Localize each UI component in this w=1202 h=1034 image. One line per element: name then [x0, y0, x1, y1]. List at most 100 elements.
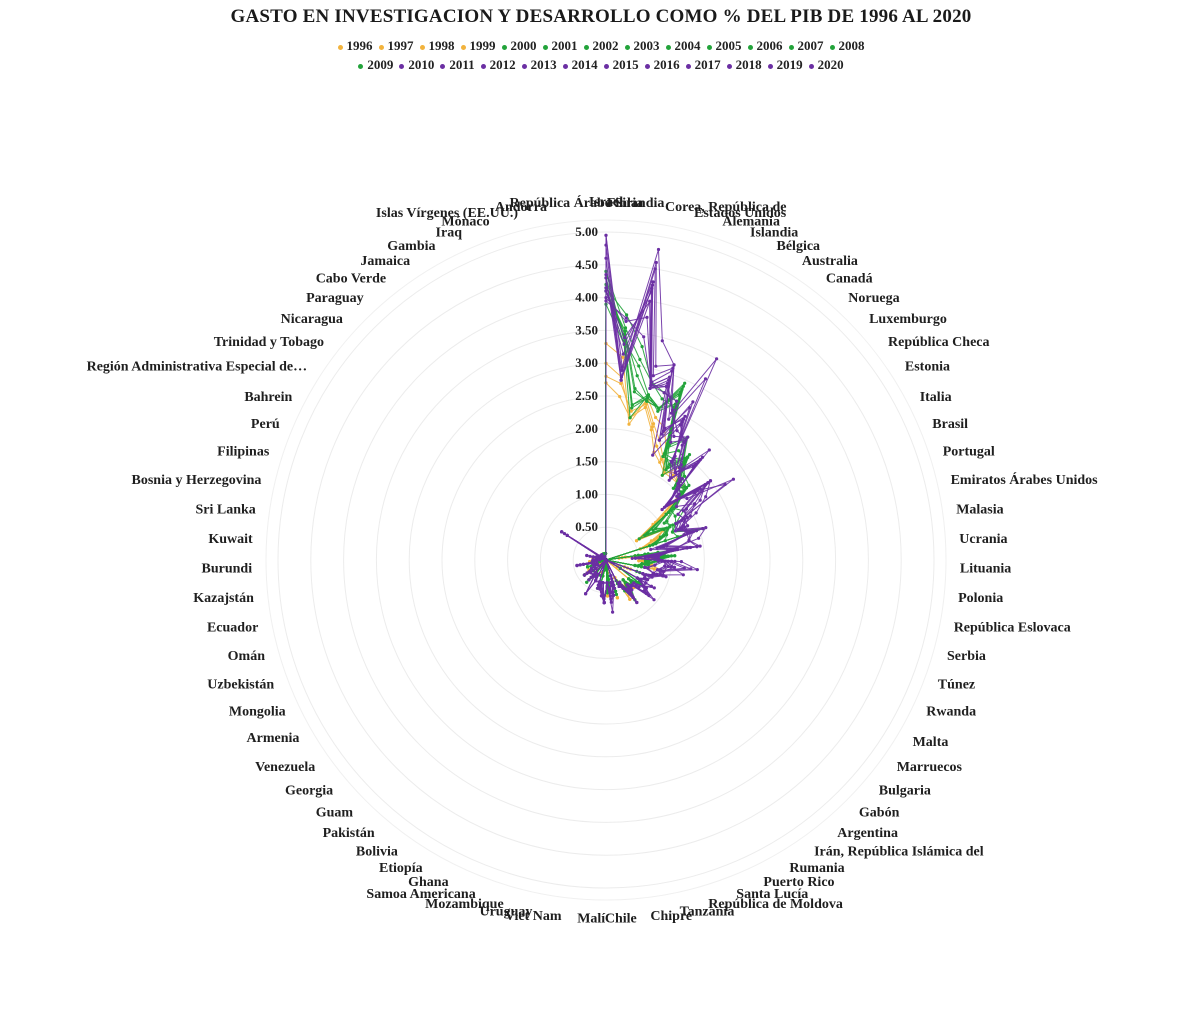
category-label: Cabo Verde	[316, 272, 386, 287]
legend-marker-icon	[665, 44, 671, 50]
legend-marker-icon	[337, 44, 343, 50]
radial-tick-label: 3.50	[575, 322, 598, 337]
data-point	[646, 396, 650, 400]
data-point	[673, 529, 678, 533]
category-label: Ecuador	[207, 620, 258, 635]
data-point	[685, 455, 690, 459]
data-point	[594, 579, 598, 583]
category-label: Sri Lanka	[195, 502, 255, 517]
data-point	[666, 446, 670, 450]
data-point	[664, 533, 669, 537]
data-point	[677, 449, 681, 453]
data-point	[662, 569, 666, 573]
legend-marker-icon	[521, 63, 527, 69]
data-point	[597, 580, 602, 584]
category-label: Uzbekistán	[207, 677, 274, 692]
data-point	[682, 440, 686, 445]
data-point	[667, 443, 671, 447]
category-label: Mongolia	[229, 705, 286, 720]
data-point	[670, 530, 675, 534]
data-point	[681, 573, 685, 577]
category-label: República Eslovaca	[954, 620, 1071, 635]
data-point	[658, 535, 663, 539]
radial-tick-label: 4.00	[575, 290, 598, 305]
category-label: Serbia	[947, 649, 986, 664]
data-point	[645, 399, 649, 403]
data-point	[650, 575, 654, 579]
legend-label: 2005	[715, 38, 742, 53]
legend-label: 2020	[817, 57, 844, 72]
data-point	[602, 601, 606, 605]
data-point	[625, 583, 630, 587]
data-point	[600, 553, 604, 557]
data-point	[620, 365, 624, 369]
data-point	[698, 498, 702, 502]
data-point	[600, 587, 604, 591]
data-point	[672, 405, 676, 409]
data-point	[613, 589, 618, 594]
data-point	[646, 566, 650, 570]
category-label: Italia	[920, 390, 952, 405]
radial-tick-label: 3.00	[575, 355, 598, 370]
data-point	[593, 570, 597, 575]
data-point	[605, 594, 610, 598]
category-label: Mozambique	[425, 897, 504, 912]
data-point	[651, 422, 656, 426]
data-point	[661, 454, 665, 459]
data-point	[589, 575, 593, 580]
data-point	[688, 531, 692, 535]
legend-item: 2011	[440, 55, 475, 74]
data-point	[595, 555, 599, 559]
data-point	[672, 434, 676, 438]
data-point	[677, 492, 681, 496]
category-label: Malasia	[956, 502, 1003, 517]
data-point	[632, 390, 637, 394]
category-label: Guam	[316, 806, 354, 821]
data-point	[646, 562, 651, 567]
data-point	[625, 587, 629, 591]
legend-marker-icon	[706, 44, 712, 50]
legend-label: 2019	[776, 57, 803, 72]
legend-item: 2017	[685, 55, 721, 74]
data-point	[648, 386, 652, 390]
data-point	[663, 554, 667, 558]
legend-label: 2014	[571, 57, 598, 72]
category-label: Paraguay	[306, 291, 364, 306]
outer-ring	[265, 219, 947, 901]
data-point	[635, 374, 639, 378]
legend-marker-icon	[644, 63, 650, 69]
data-point	[645, 578, 650, 582]
data-point	[611, 610, 615, 614]
category-label: Luxemburgo	[869, 312, 947, 327]
data-point	[633, 563, 637, 568]
category-label: República de Moldova	[708, 897, 843, 912]
legend-item: 2003	[624, 36, 660, 55]
legend-label: 2018	[735, 57, 762, 72]
legend-marker-icon	[583, 44, 589, 50]
legend-item: 2004	[665, 36, 701, 55]
data-point	[595, 561, 599, 566]
data-point	[656, 409, 660, 413]
data-point	[659, 568, 663, 573]
category-label: Puerto Rico	[763, 875, 834, 890]
legend-label: 2001	[551, 38, 578, 53]
data-point	[683, 525, 687, 529]
category-label: Armenia	[247, 731, 300, 746]
data-point	[649, 547, 653, 552]
data-point	[661, 574, 665, 578]
data-point	[624, 316, 628, 320]
data-point	[630, 403, 634, 407]
data-point	[660, 507, 664, 512]
data-point	[603, 555, 607, 559]
category-label: Portugal	[943, 445, 995, 460]
data-point	[625, 313, 629, 317]
data-point	[611, 593, 616, 597]
legend-item: 2010	[399, 55, 434, 74]
data-point	[703, 377, 708, 381]
radial-tick-label: 0.50	[575, 519, 598, 534]
data-point	[644, 581, 648, 585]
data-point	[652, 598, 656, 602]
data-point	[662, 521, 666, 525]
data-point	[603, 568, 607, 572]
data-point	[630, 406, 634, 410]
